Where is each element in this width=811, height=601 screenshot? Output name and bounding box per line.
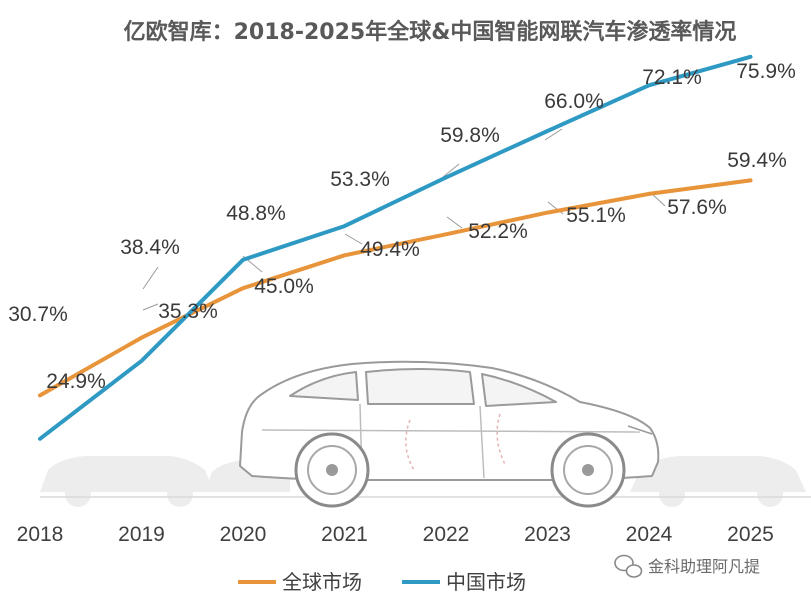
leader-line-global-2022 bbox=[446, 216, 463, 229]
data-label-china-2020: 48.8% bbox=[226, 202, 286, 225]
data-label-china-2019: 35.3% bbox=[158, 300, 218, 323]
data-label-china-2022: 59.8% bbox=[440, 124, 500, 147]
car-illustration bbox=[40, 360, 811, 508]
data-label-global-2023: 55.1% bbox=[566, 204, 626, 227]
series-line-china bbox=[38, 54, 753, 441]
legend-label-global: 全球市场 bbox=[282, 570, 362, 594]
leader-line-global-2019 bbox=[142, 266, 159, 290]
x-tick-2023: 2023 bbox=[524, 523, 571, 546]
data-label-global-2020: 45.0% bbox=[254, 275, 314, 298]
leader-line-china-2023 bbox=[544, 128, 563, 141]
data-label-china-2023: 66.0% bbox=[544, 90, 604, 113]
x-tick-2018: 2018 bbox=[17, 523, 64, 546]
data-label-china-2024: 72.1% bbox=[642, 66, 702, 89]
data-label-global-2019: 38.4% bbox=[120, 236, 180, 259]
data-label-global-2025: 59.4% bbox=[727, 149, 787, 172]
legend-label-china: 中国市场 bbox=[446, 570, 526, 594]
data-label-global-2024: 57.6% bbox=[667, 196, 727, 219]
data-label-global-2018: 30.7% bbox=[8, 303, 68, 326]
wechat-icon bbox=[614, 554, 643, 578]
x-tick-2022: 2022 bbox=[423, 523, 470, 546]
x-tick-2024: 2024 bbox=[626, 523, 673, 546]
leader-line-china-2022 bbox=[442, 163, 460, 178]
data-label-global-2022: 52.2% bbox=[468, 220, 528, 243]
leader-line-global-2021 bbox=[344, 233, 363, 245]
chart-title: 亿欧智库：2018-2025年全球&中国智能网联汽车渗透率情况 bbox=[124, 19, 737, 45]
series-line-global bbox=[38, 178, 753, 398]
data-label-global-2021: 49.4% bbox=[360, 238, 420, 261]
chart-legend: 全球市场 中国市场 bbox=[238, 570, 526, 594]
watermark-text: 金科助理阿凡提 bbox=[648, 557, 760, 576]
x-tick-2019: 2019 bbox=[118, 523, 165, 546]
data-label-china-2025: 75.9% bbox=[736, 60, 796, 83]
leader-line-china-2019 bbox=[142, 303, 159, 311]
x-tick-2025: 2025 bbox=[727, 523, 774, 546]
watermark: 金科助理阿凡提 bbox=[614, 554, 760, 578]
data-label-china-2018: 24.9% bbox=[46, 370, 106, 393]
data-label-china-2021: 53.3% bbox=[330, 168, 390, 191]
x-tick-2021: 2021 bbox=[321, 523, 368, 546]
x-tick-2020: 2020 bbox=[220, 523, 267, 546]
